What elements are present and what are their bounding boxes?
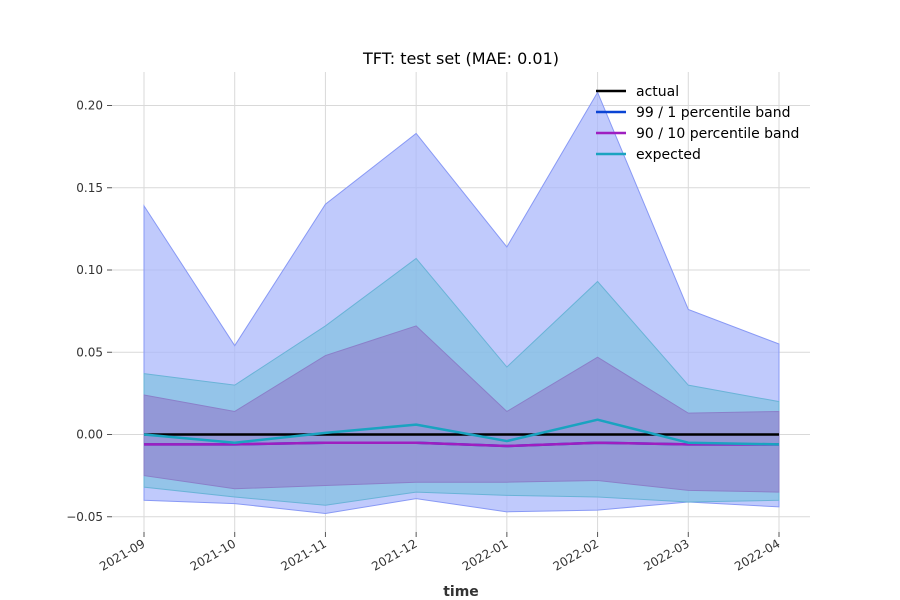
- y-tick-label: 0.20: [76, 99, 103, 113]
- series-line-expected: [143, 418, 780, 446]
- x-tick-label: 2021-12: [369, 536, 419, 573]
- x-tick-label: 2021-11: [279, 536, 329, 573]
- y-axis-ticks: −0.05 0.00 0.05 0.10 0.15 0.20: [66, 99, 112, 524]
- y-tick-label: 0.05: [76, 345, 103, 359]
- legend: actual 99 / 1 percentile band 90 / 10 perc…: [596, 84, 799, 163]
- legend-label: expected: [636, 147, 701, 163]
- x-tick-label: 2022-03: [641, 536, 691, 573]
- y-tick-label: 0.15: [76, 181, 103, 195]
- x-axis-label: time: [443, 584, 479, 600]
- chart-title: TFT: test set (MAE: 0.01): [362, 49, 559, 68]
- y-tick-label: 0.00: [76, 428, 103, 442]
- x-tick-label: 2022-04: [732, 536, 782, 573]
- series-lines: [143, 418, 780, 448]
- legend-label: 90 / 10 percentile band: [636, 126, 799, 142]
- legend-label: actual: [636, 84, 679, 100]
- series-line-90-10-percentile-band: [144, 441, 779, 448]
- band-90-10-percentile-band: [143, 325, 780, 493]
- x-tick-label: 2021-09: [97, 536, 147, 573]
- legend-label: 99 / 1 percentile band: [636, 105, 790, 121]
- x-tick-label: 2022-01: [460, 536, 510, 573]
- y-tick-label: −0.05: [66, 510, 103, 524]
- x-tick-label: 2022-02: [551, 536, 601, 573]
- x-tick-label: 2021-10: [188, 536, 238, 573]
- y-tick-label: 0.10: [76, 263, 103, 277]
- x-axis-ticks: 2021-09 2021-10 2021-11 2021-12 2022-01 2022-…: [97, 532, 783, 574]
